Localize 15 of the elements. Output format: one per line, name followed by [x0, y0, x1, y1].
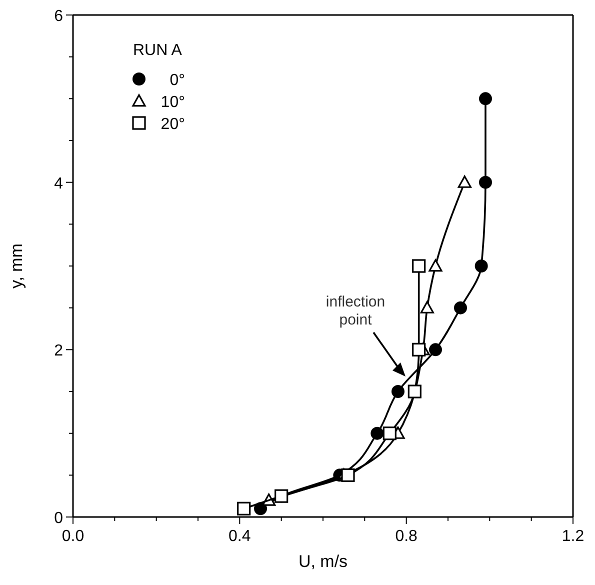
y-tick-label: 6: [54, 8, 64, 25]
legend-label: 20°: [160, 116, 185, 133]
y-tick-label: 2: [54, 342, 64, 360]
x-tick-label: 1.2: [562, 528, 584, 545]
x-tick-label: 0.8: [395, 528, 418, 545]
legend-title: RUN A: [133, 42, 182, 59]
x-axis-title: U, m/s: [298, 552, 348, 571]
annotation: inflection point: [326, 293, 386, 328]
y-tick-label: 0: [54, 510, 64, 527]
x-tick-label: 0.0: [62, 528, 84, 545]
y-tick-label: 4: [54, 175, 64, 192]
x-tick-label: 0.4: [228, 528, 251, 545]
legend-label: 10°: [160, 94, 185, 111]
legend-label: 0°: [170, 72, 185, 89]
y-axis-title: y, mm: [7, 243, 26, 289]
